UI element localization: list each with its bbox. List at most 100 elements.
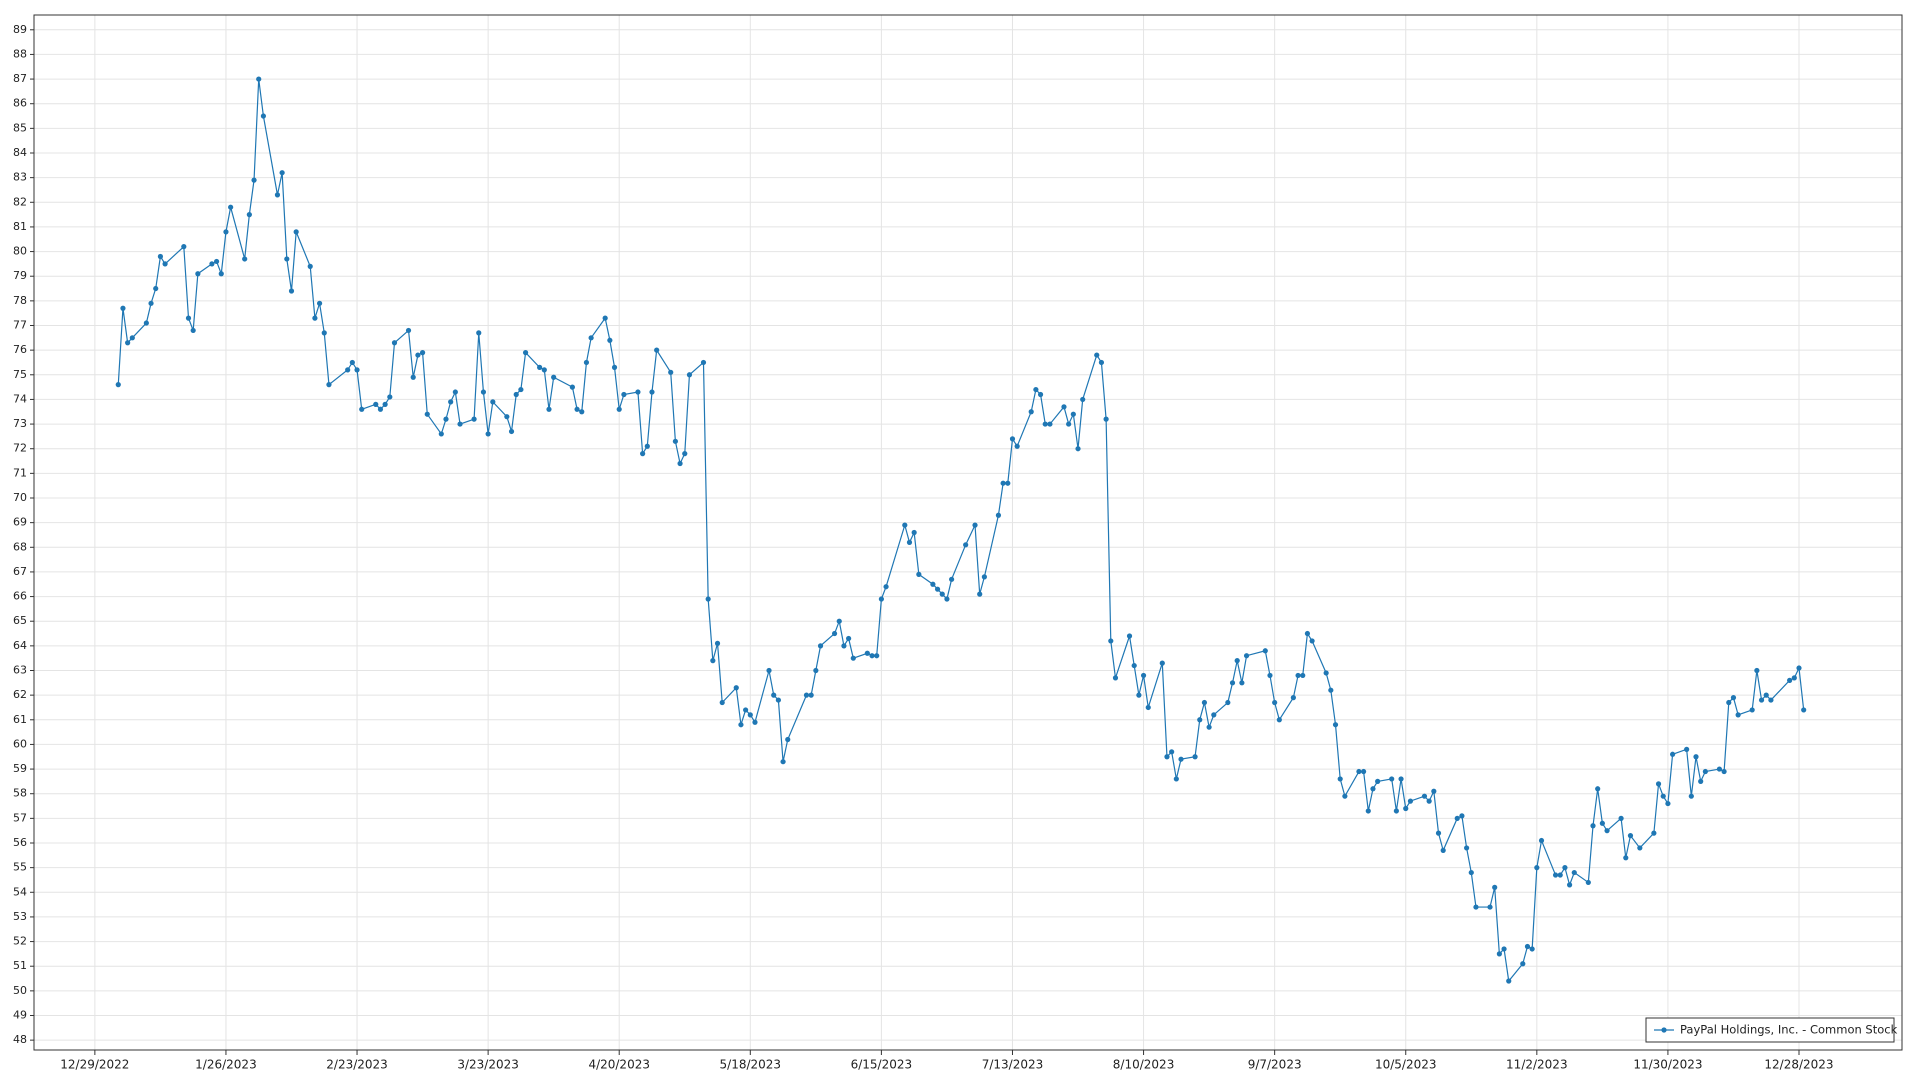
data-point xyxy=(1304,630,1311,637)
data-point xyxy=(279,170,285,176)
y-tick-label: 64 xyxy=(13,639,27,652)
x-tick-label: 2/23/2023 xyxy=(326,1058,388,1072)
data-point xyxy=(471,416,477,422)
y-tick-label: 80 xyxy=(13,245,27,258)
data-point xyxy=(1403,805,1409,812)
data-point xyxy=(1487,904,1493,910)
data-point xyxy=(1066,421,1072,427)
data-point xyxy=(424,411,430,417)
data-point xyxy=(1421,793,1428,799)
y-tick-label: 48 xyxy=(13,1033,27,1046)
y-tick-label: 70 xyxy=(13,491,27,504)
data-point xyxy=(1375,778,1381,784)
y-tick-label: 62 xyxy=(13,688,27,701)
data-point xyxy=(419,350,426,356)
data-point xyxy=(719,699,725,706)
data-point xyxy=(583,359,590,366)
y-tick-label: 66 xyxy=(13,590,27,603)
legend-label: PayPal Holdings, Inc. - Common Stock xyxy=(1680,1023,1898,1037)
data-point xyxy=(260,113,267,119)
data-point xyxy=(635,389,641,395)
data-point xyxy=(939,591,945,597)
data-point xyxy=(321,330,327,336)
data-point xyxy=(906,539,913,545)
data-point xyxy=(1787,677,1793,683)
data-point xyxy=(934,586,941,592)
data-point xyxy=(705,596,711,602)
data-point xyxy=(1295,672,1301,679)
data-point xyxy=(1047,421,1053,427)
data-point xyxy=(391,340,398,346)
data-point xyxy=(246,212,252,218)
data-point xyxy=(1566,882,1573,888)
y-tick-label: 54 xyxy=(13,885,27,898)
data-point xyxy=(1108,638,1114,644)
data-point xyxy=(1005,480,1011,486)
data-point xyxy=(1768,697,1774,703)
data-point xyxy=(883,584,889,590)
data-point xyxy=(1716,766,1723,772)
data-point xyxy=(504,414,510,420)
data-point xyxy=(1590,823,1596,829)
x-tick-label: 3/23/2023 xyxy=(457,1058,519,1072)
data-point xyxy=(869,653,875,659)
data-point xyxy=(157,253,164,260)
data-point xyxy=(949,576,955,582)
x-tick-label: 6/15/2023 xyxy=(851,1058,913,1072)
data-point xyxy=(508,428,515,435)
data-point xyxy=(1623,855,1629,861)
data-point xyxy=(1140,672,1147,679)
data-point xyxy=(1454,815,1460,821)
data-point xyxy=(1735,712,1741,718)
data-point xyxy=(981,574,987,580)
data-point xyxy=(148,300,154,306)
data-point xyxy=(537,364,543,370)
legend-box xyxy=(1645,1017,1895,1043)
data-point xyxy=(316,300,323,306)
y-tick-label: 74 xyxy=(13,392,27,405)
y-tick-label: 50 xyxy=(13,984,27,997)
y-tick-label: 56 xyxy=(13,836,27,849)
data-point xyxy=(415,352,421,358)
data-point xyxy=(1758,697,1765,703)
data-point xyxy=(195,271,201,277)
data-point xyxy=(1702,768,1708,775)
data-point xyxy=(1538,837,1545,844)
data-point xyxy=(878,596,884,602)
data-point xyxy=(1552,872,1559,878)
x-tick-label: 1/26/2023 xyxy=(195,1058,257,1072)
y-tick-label: 88 xyxy=(13,47,27,60)
data-point xyxy=(1009,436,1016,442)
data-point xyxy=(354,367,360,373)
data-point xyxy=(185,315,192,321)
data-point xyxy=(476,330,482,336)
data-point xyxy=(1585,879,1591,886)
data-point xyxy=(607,337,613,343)
data-point xyxy=(284,256,290,262)
data-point xyxy=(1637,845,1643,851)
data-point xyxy=(649,389,655,395)
data-point xyxy=(359,406,365,412)
data-point xyxy=(1070,411,1076,417)
data-point xyxy=(1534,865,1540,871)
data-point xyxy=(1693,754,1699,760)
data-point xyxy=(1730,695,1737,701)
data-point xyxy=(162,261,168,267)
data-point xyxy=(387,394,393,400)
data-point xyxy=(621,391,627,398)
data-point xyxy=(944,596,950,602)
data-point xyxy=(972,522,978,528)
data-point xyxy=(1169,749,1175,755)
x-tick-label: 5/18/2023 xyxy=(720,1058,782,1072)
y-tick-label: 60 xyxy=(13,737,27,750)
y-tick-label: 83 xyxy=(13,171,27,184)
data-point xyxy=(780,759,786,765)
data-point xyxy=(1239,680,1245,686)
data-point xyxy=(1225,699,1231,706)
data-point xyxy=(190,327,196,334)
data-point xyxy=(1754,667,1760,674)
x-tick-label: 7/13/2023 xyxy=(982,1058,1044,1072)
y-tick-label: 49 xyxy=(13,1009,27,1022)
data-point xyxy=(1698,778,1704,784)
data-point xyxy=(686,372,693,378)
